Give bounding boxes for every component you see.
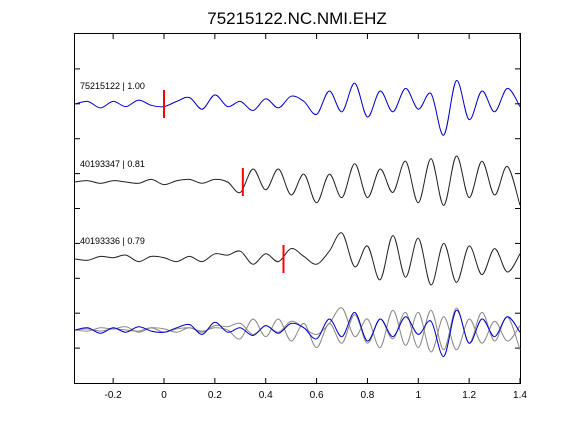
overlay-trace-40193336 (74, 307, 521, 353)
trace-40193347 (74, 155, 521, 206)
waveform-traces: 75215122 | 1.00 40193347 | 0.81 40193336 |… (74, 80, 521, 286)
plot-frame (74, 33, 521, 384)
overlay-traces (74, 307, 521, 357)
x-tick-label: 1.4 (513, 390, 527, 401)
trace-40193336 (74, 232, 521, 286)
x-tick-label: 0.2 (208, 390, 222, 401)
x-axis: -0.2 0 0.2 0.4 0.6 0.8 1 1.2 1.4 (105, 34, 527, 401)
x-tick-label: -0.2 (105, 390, 123, 401)
chart-title: 75215122.NC.NMI.EHZ (207, 9, 387, 28)
x-tick-label: 0.6 (310, 390, 324, 401)
trace-label: 40193336 | 0.79 (80, 236, 145, 246)
x-tick-label: 0.4 (259, 390, 273, 401)
trace-75215122 (74, 80, 521, 136)
overlay-trace-75215122 (74, 309, 521, 357)
x-tick-label: 0.8 (360, 390, 374, 401)
trace-label: 40193347 | 0.81 (80, 159, 145, 169)
x-tick-label: 1 (416, 390, 422, 401)
y-tick-marks (75, 68, 520, 349)
trace-label: 75215122 | 1.00 (80, 81, 145, 91)
x-tick-label: 1.2 (462, 390, 476, 401)
x-tick-label: 0 (161, 390, 167, 401)
